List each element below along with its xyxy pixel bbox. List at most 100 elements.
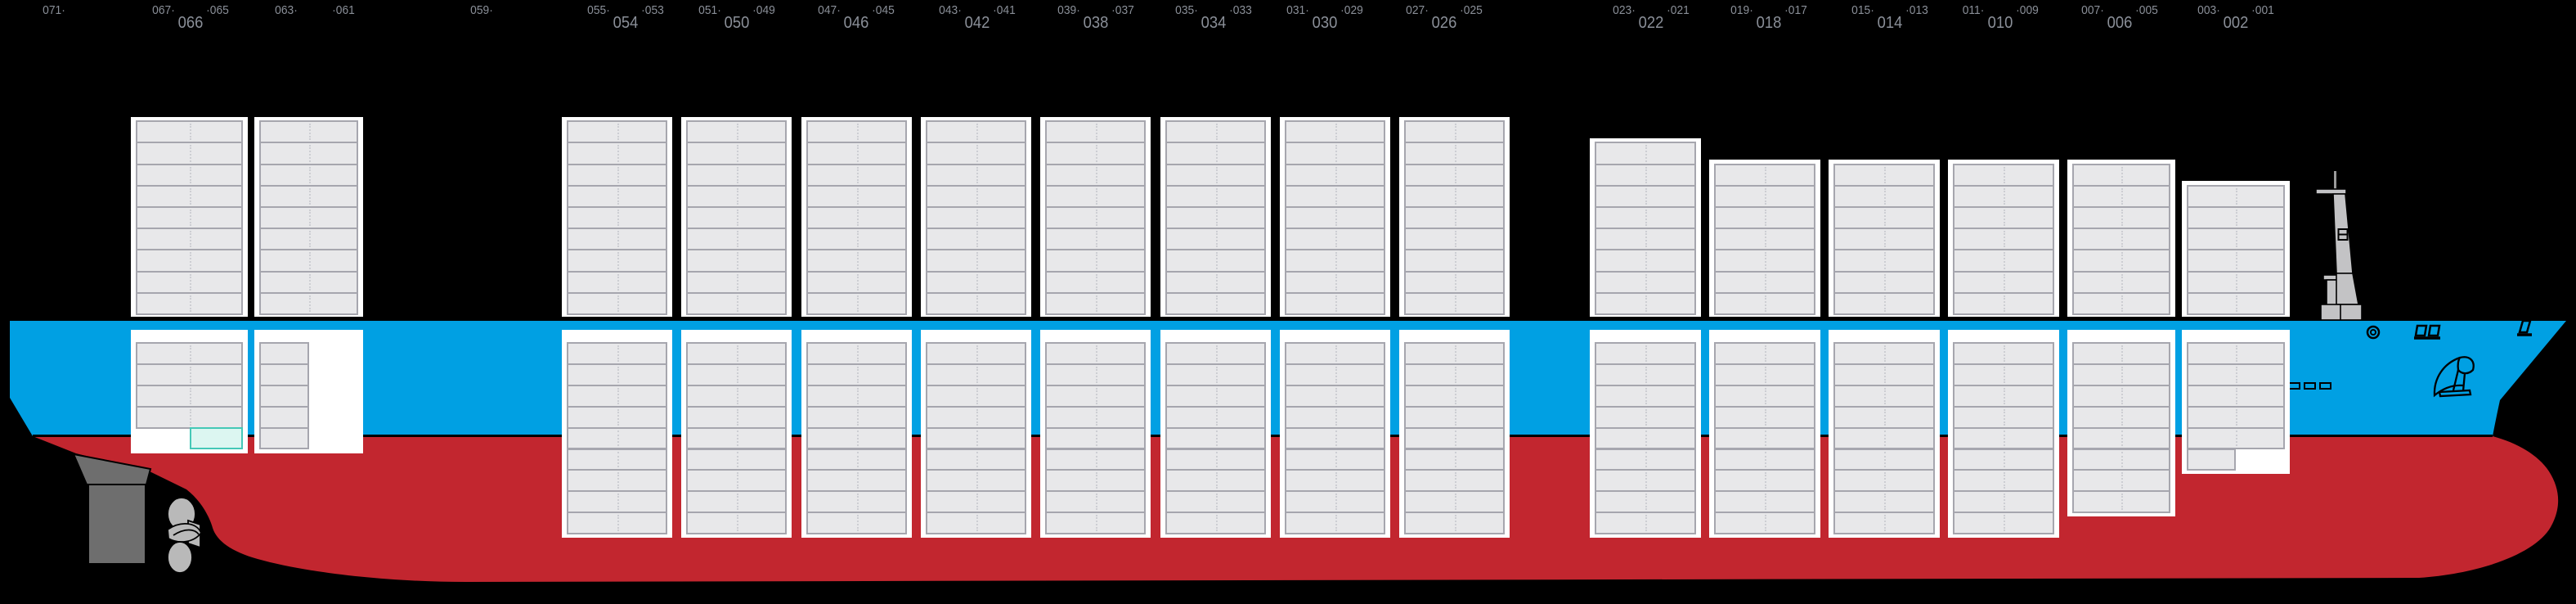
container-slot[interactable] bbox=[1045, 142, 1146, 165]
bay-010-hold-stack[interactable] bbox=[1948, 330, 2059, 539]
container-slot[interactable] bbox=[1833, 291, 1935, 315]
container-slot[interactable] bbox=[1165, 512, 1266, 535]
container-slot[interactable] bbox=[1285, 469, 1385, 493]
container-slot[interactable] bbox=[1165, 469, 1266, 493]
container-slot[interactable] bbox=[1045, 490, 1146, 514]
container-slot[interactable] bbox=[2187, 426, 2285, 450]
container-slot[interactable] bbox=[259, 405, 309, 429]
container-slot[interactable] bbox=[2072, 228, 2170, 251]
bay-010-deck-stack[interactable] bbox=[1948, 160, 2059, 318]
container-slot[interactable] bbox=[1045, 512, 1146, 535]
bay-062-deck-stack[interactable] bbox=[254, 116, 363, 318]
container-slot[interactable] bbox=[1953, 448, 2054, 471]
container-slot[interactable] bbox=[1285, 405, 1385, 429]
bay-042-deck-stack[interactable] bbox=[921, 116, 1031, 318]
container-slot[interactable] bbox=[136, 342, 243, 365]
container-slot[interactable] bbox=[1285, 120, 1385, 144]
container-slot[interactable] bbox=[926, 291, 1026, 315]
container-slot[interactable] bbox=[1285, 426, 1385, 450]
container-slot[interactable] bbox=[1714, 405, 1815, 429]
container-slot[interactable] bbox=[567, 291, 667, 315]
bay-030-deck-stack[interactable] bbox=[1280, 116, 1390, 318]
container-slot[interactable] bbox=[686, 291, 787, 315]
container-slot[interactable] bbox=[1404, 363, 1505, 386]
container-slot[interactable] bbox=[2187, 291, 2285, 315]
bay-062-hold-stack[interactable] bbox=[254, 330, 363, 453]
container-slot[interactable] bbox=[1165, 384, 1266, 408]
container-slot[interactable] bbox=[806, 142, 907, 165]
container-slot[interactable] bbox=[2187, 448, 2236, 471]
bay-066-hold-stack[interactable] bbox=[131, 330, 248, 453]
bay-046-hold-stack[interactable] bbox=[801, 330, 912, 539]
bay-006-deck-stack[interactable] bbox=[2067, 160, 2175, 318]
bay-038-deck-stack[interactable] bbox=[1040, 116, 1151, 318]
container-slot[interactable] bbox=[1595, 228, 1696, 251]
container-slot[interactable] bbox=[1714, 363, 1815, 386]
container-slot[interactable] bbox=[567, 184, 667, 208]
bay-034-hold-stack[interactable] bbox=[1160, 330, 1271, 539]
container-slot[interactable] bbox=[1404, 490, 1505, 514]
container-slot[interactable] bbox=[686, 205, 787, 230]
container-slot[interactable] bbox=[926, 448, 1026, 471]
container-slot[interactable] bbox=[259, 363, 309, 386]
bay-018-deck-stack[interactable] bbox=[1709, 160, 1820, 318]
container-slot[interactable] bbox=[1045, 342, 1146, 365]
bay-026-hold-stack[interactable] bbox=[1399, 330, 1510, 539]
container-slot[interactable] bbox=[926, 184, 1026, 208]
container-slot[interactable] bbox=[806, 384, 907, 408]
container-slot[interactable] bbox=[1285, 291, 1385, 315]
container-slot[interactable] bbox=[259, 342, 309, 365]
container-slot[interactable] bbox=[2072, 163, 2170, 187]
bay-034-deck-stack[interactable] bbox=[1160, 116, 1271, 318]
container-slot[interactable] bbox=[1285, 342, 1385, 365]
bay-002-deck-stack[interactable] bbox=[2182, 181, 2290, 318]
container-slot[interactable] bbox=[1714, 249, 1815, 273]
container-slot[interactable] bbox=[1833, 205, 1935, 230]
container-slot[interactable] bbox=[2072, 363, 2170, 386]
container-slot[interactable] bbox=[1953, 469, 2054, 493]
bay-046-deck-stack[interactable] bbox=[801, 116, 912, 318]
container-slot[interactable] bbox=[1595, 291, 1696, 315]
container-slot[interactable] bbox=[1045, 363, 1146, 386]
container-slot[interactable] bbox=[1595, 205, 1696, 230]
container-slot[interactable] bbox=[2072, 291, 2170, 315]
container-slot[interactable] bbox=[2072, 490, 2170, 514]
bay-030-hold-stack[interactable] bbox=[1280, 330, 1390, 539]
container-slot[interactable] bbox=[926, 512, 1026, 535]
container-slot[interactable] bbox=[926, 142, 1026, 165]
container-slot[interactable] bbox=[1595, 512, 1696, 535]
container-slot[interactable] bbox=[1404, 291, 1505, 315]
container-slot[interactable] bbox=[1833, 384, 1935, 408]
container-slot[interactable] bbox=[806, 291, 907, 315]
container-slot[interactable] bbox=[1953, 291, 2054, 315]
bay-054-hold-stack[interactable] bbox=[562, 330, 672, 539]
container-slot[interactable] bbox=[1595, 270, 1696, 294]
container-slot[interactable] bbox=[567, 512, 667, 535]
container-slot[interactable] bbox=[1833, 469, 1935, 493]
container-slot-highlighted[interactable] bbox=[189, 426, 243, 450]
bay-038-hold-stack[interactable] bbox=[1040, 330, 1151, 539]
container-slot[interactable] bbox=[1714, 512, 1815, 535]
container-slot[interactable] bbox=[1404, 384, 1505, 408]
container-slot[interactable] bbox=[1165, 184, 1266, 208]
container-slot[interactable] bbox=[1404, 426, 1505, 450]
bay-054-deck-stack[interactable] bbox=[562, 116, 672, 318]
container-slot[interactable] bbox=[1833, 363, 1935, 386]
bay-022-hold-stack[interactable] bbox=[1590, 330, 1701, 539]
container-slot[interactable] bbox=[686, 490, 787, 514]
container-slot[interactable] bbox=[567, 142, 667, 165]
container-slot[interactable] bbox=[567, 363, 667, 386]
container-slot[interactable] bbox=[136, 291, 243, 315]
container-slot[interactable] bbox=[2187, 342, 2285, 365]
container-slot[interactable] bbox=[259, 291, 358, 315]
container-slot[interactable] bbox=[686, 142, 787, 165]
container-slot[interactable] bbox=[1404, 142, 1505, 165]
container-slot[interactable] bbox=[806, 163, 907, 187]
container-slot[interactable] bbox=[1165, 342, 1266, 365]
bay-006-hold-stack[interactable] bbox=[2067, 330, 2175, 517]
container-slot[interactable] bbox=[567, 270, 667, 294]
container-slot[interactable] bbox=[1595, 405, 1696, 429]
bay-026-deck-stack[interactable] bbox=[1399, 116, 1510, 318]
container-slot[interactable] bbox=[1285, 448, 1385, 471]
container-slot[interactable] bbox=[1404, 342, 1505, 365]
